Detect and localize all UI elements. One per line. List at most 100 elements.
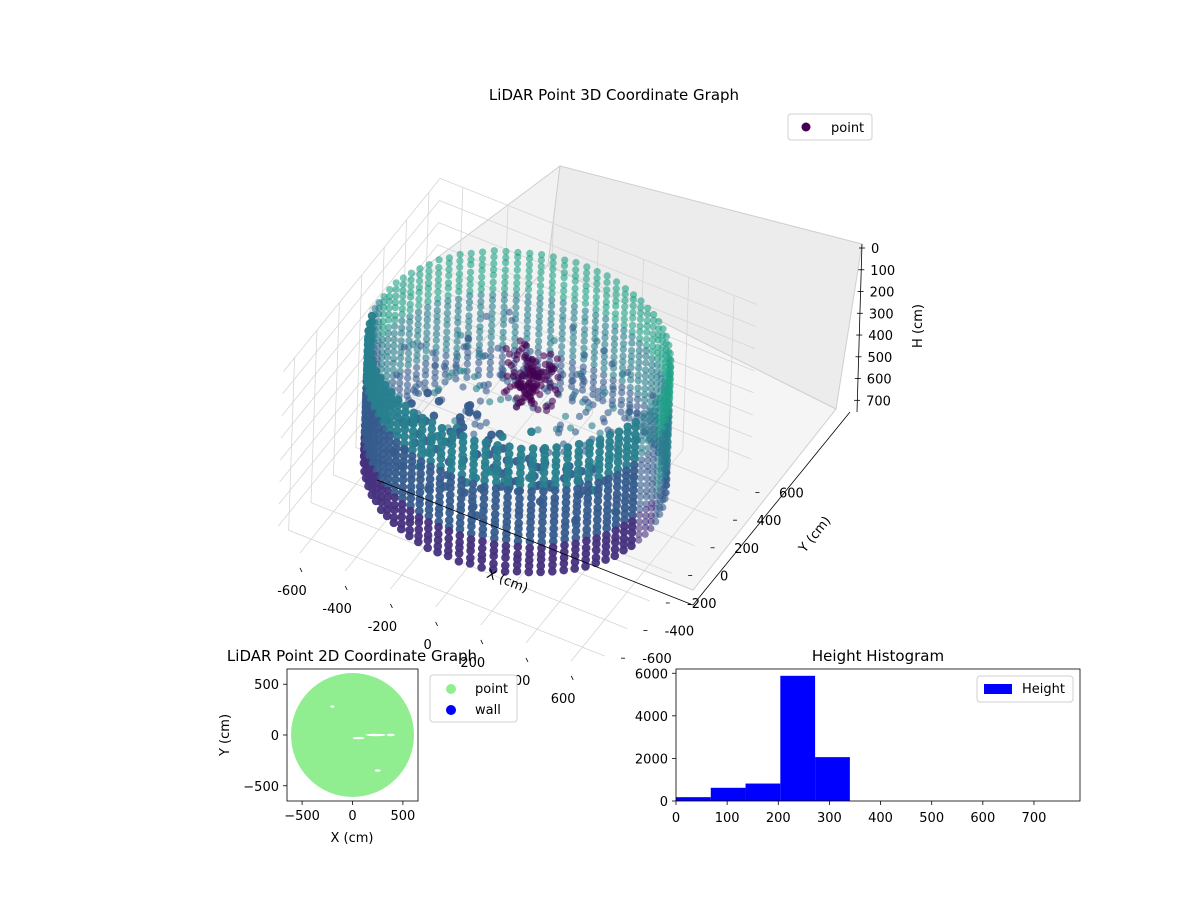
chart-3d-point-1624 — [619, 539, 628, 549]
chart-3d-point-259 — [444, 297, 452, 305]
chart-3d-point-235 — [582, 287, 590, 295]
chart-3d-point-349 — [424, 303, 432, 311]
chart-3d-point-211 — [456, 257, 464, 265]
chart-3d-point-2035 — [501, 547, 511, 556]
chart-3d-point-1473 — [643, 487, 651, 495]
chart-3d-point-1969 — [537, 531, 547, 540]
chart-3d-y-axis-line — [692, 411, 851, 606]
chart-3d-point-1630 — [408, 432, 418, 442]
chart-3d-point-1656 — [614, 439, 623, 448]
chart-3d-point-132 — [477, 285, 485, 293]
chart-3d-point-608 — [460, 343, 468, 351]
chart-3d-point-369 — [612, 302, 620, 310]
chart-3d-point-1886 — [560, 534, 569, 544]
chart-3d-point-268 — [442, 352, 450, 360]
chart-3d-point-371 — [611, 315, 619, 323]
chart-3d-point-415 — [620, 309, 629, 317]
chart-3d-point-377 — [610, 353, 618, 361]
chart-3d-point-116 — [547, 320, 555, 329]
chart-3d-point-1938 — [480, 462, 490, 472]
chart-3d-point-467 — [628, 347, 636, 355]
chart-3d-point-1521 — [636, 487, 645, 495]
chart-3d-point-306 — [433, 318, 441, 326]
chart-3d-point-1468 — [644, 456, 652, 464]
chart-3d-point-394 — [415, 301, 423, 309]
chart-3d-point-328 — [602, 315, 610, 323]
chart-3d-point-2026 — [503, 492, 512, 502]
chart-3d-point-940 — [601, 388, 609, 396]
chart-3d-point-657 — [604, 409, 612, 417]
chart-3d-point-436 — [407, 282, 415, 290]
chart-3d-point-540 — [389, 359, 397, 367]
chart-3d-point-1899 — [468, 479, 478, 489]
chart-3d-point-1423 — [648, 480, 657, 488]
chart-3d-point-1926 — [549, 524, 558, 533]
chart-3d-point-498 — [395, 385, 404, 393]
chart-3d-point-1960 — [539, 475, 549, 485]
chart-3d-point-1546 — [391, 475, 400, 484]
chart-3d-point-266 — [442, 340, 450, 348]
chart-3d-point-1410 — [651, 399, 659, 407]
chart-3d-point-137 — [476, 315, 484, 323]
chart-3d-point-1720 — [427, 418, 437, 427]
chart-3d-point-1515 — [638, 449, 646, 457]
chart-3d-point-1933 — [548, 567, 557, 576]
histogram-xtick-5: 500 — [919, 811, 944, 826]
chart-3d-point-479 — [600, 347, 608, 355]
chart-3d-ytick-6: 600 — [779, 487, 804, 502]
chart-3d-point-2050 — [514, 511, 524, 520]
chart-3d-point-1903 — [467, 503, 477, 513]
chart-3d-point-1981 — [492, 471, 501, 481]
chart-3d-point-1778 — [434, 522, 443, 532]
chart-3d-point-526 — [609, 385, 617, 393]
chart-3d-point-1174 — [455, 413, 465, 422]
chart-3d-point-67 — [537, 275, 545, 283]
chart-3d-point-480 — [399, 274, 407, 282]
chart-2d-xlabel: X (cm) — [331, 831, 374, 846]
chart-3d-point-1780 — [433, 535, 443, 545]
chart-3d-point-1442 — [379, 443, 388, 453]
chart-3d-point-1485 — [386, 399, 396, 409]
chart-3d-point-361 — [421, 379, 429, 387]
chart-3d-point-1927 — [549, 530, 558, 540]
chart-3d-xtick-mark-5 — [525, 657, 529, 663]
chart-2d-legend-label-wall: wall — [475, 703, 501, 718]
chart-3d-point-196 — [570, 302, 579, 310]
chart-3d-point-294 — [589, 384, 597, 392]
chart-3d-point-236 — [582, 293, 590, 301]
chart-3d-point-1779 — [434, 529, 443, 539]
chart-3d-point-288 — [590, 348, 599, 356]
chart-3d-point-1596 — [398, 488, 407, 497]
chart-3d-point-241 — [581, 325, 589, 334]
chart-3d-point-618 — [648, 367, 656, 375]
chart-3d-point-435 — [407, 276, 415, 284]
chart-3d-point-484 — [399, 298, 407, 306]
chart-3d-point-663 — [655, 318, 663, 326]
chart-3d-point-422 — [619, 352, 627, 360]
chart-3d-point-322 — [603, 278, 611, 286]
chart-3d-point-1869 — [454, 549, 464, 558]
chart-3d-point-1541 — [392, 444, 401, 453]
chart-3d-point-204 — [569, 352, 577, 361]
chart-3d-point-779 — [540, 352, 548, 360]
chart-3d-point-257 — [444, 284, 452, 292]
chart-3d-point-100 — [487, 346, 495, 354]
chart-3d-point-514 — [635, 352, 643, 360]
chart-3d-point-309 — [432, 336, 440, 344]
chart-3d-point-297 — [435, 263, 443, 272]
chart-histogram: Height Histogram 0 100 200 300 400 500 600 7000… — [635, 647, 1081, 826]
chart-3d-point-2029 — [502, 511, 512, 521]
chart-3d-point-1776 — [434, 509, 444, 519]
chart-3d-point-616 — [648, 355, 656, 363]
chart-3d-point-455 — [429, 349, 437, 357]
chart-3d-point-195 — [571, 296, 579, 304]
chart-3d-point-1876 — [562, 474, 572, 483]
chart-3d-point-1836 — [573, 484, 582, 494]
chart-3d-point-2024 — [503, 479, 513, 489]
histogram-ticks: 0 100 200 300 400 500 600 700 0 2000 4000 6000 — [635, 667, 1046, 826]
chart-3d-point-99 — [487, 340, 495, 348]
histogram-bars — [676, 675, 850, 801]
chart-3d-point-1751 — [593, 496, 603, 506]
chart-3d-point-168 — [467, 249, 475, 257]
chart-3d-point-746 — [578, 372, 586, 380]
